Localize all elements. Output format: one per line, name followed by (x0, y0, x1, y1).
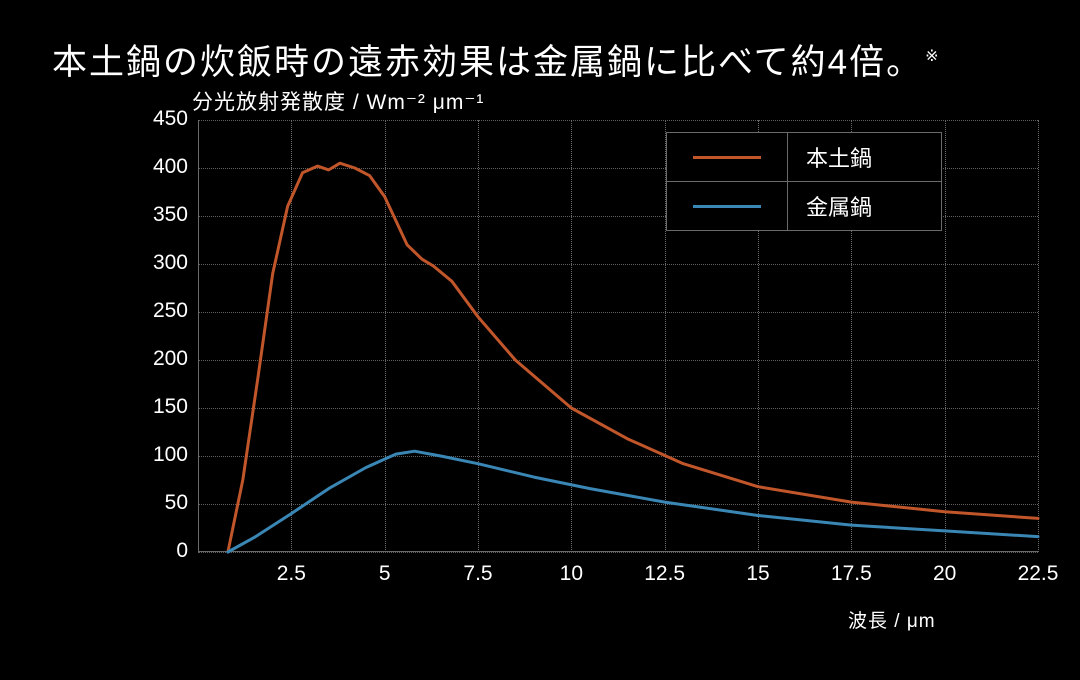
x-tick-label: 7.5 (463, 562, 492, 586)
y-tick-label: 450 (138, 107, 188, 131)
legend-swatch-line (693, 205, 761, 208)
legend: 本土鍋金属鍋 (666, 132, 942, 231)
y-tick-label: 150 (138, 395, 188, 419)
chart-container: { "headline": "本土鍋の炊飯時の遠赤効果は金属鍋に比べて約4倍。"… (0, 0, 1080, 680)
y-tick-label: 350 (138, 203, 188, 227)
y-tick-label: 200 (138, 347, 188, 371)
chart: 0 50 100 150 200 250 300 350 400 450 2.5 5 7.5 10 12.5… (0, 0, 1080, 680)
legend-swatch-line (693, 156, 761, 159)
legend-label: 金属鍋 (788, 190, 934, 222)
y-tick-label: 400 (138, 155, 188, 179)
y-tick-label: 0 (138, 539, 188, 563)
x-tick-label: 15 (746, 562, 769, 586)
legend-label: 本土鍋 (788, 141, 934, 173)
grid-line-vertical (1038, 120, 1040, 552)
legend-swatch-cell (667, 182, 788, 230)
x-tick-label: 17.5 (831, 562, 872, 586)
legend-swatch-cell (667, 133, 788, 181)
x-tick-label: 2.5 (277, 562, 306, 586)
y-tick-label: 100 (138, 443, 188, 467)
series-line-金属鍋 (228, 451, 1038, 552)
x-tick-label: 10 (560, 562, 583, 586)
y-tick-label: 50 (138, 491, 188, 515)
grid-line-horizontal (198, 552, 1038, 554)
x-tick-label: 20 (933, 562, 956, 586)
y-tick-label: 250 (138, 299, 188, 323)
y-tick-label: 300 (138, 251, 188, 275)
x-tick-label: 5 (379, 562, 391, 586)
x-tick-label: 12.5 (644, 562, 685, 586)
legend-row: 金属鍋 (667, 182, 941, 230)
x-tick-label: 22.5 (1018, 562, 1059, 586)
legend-row: 本土鍋 (667, 133, 941, 181)
